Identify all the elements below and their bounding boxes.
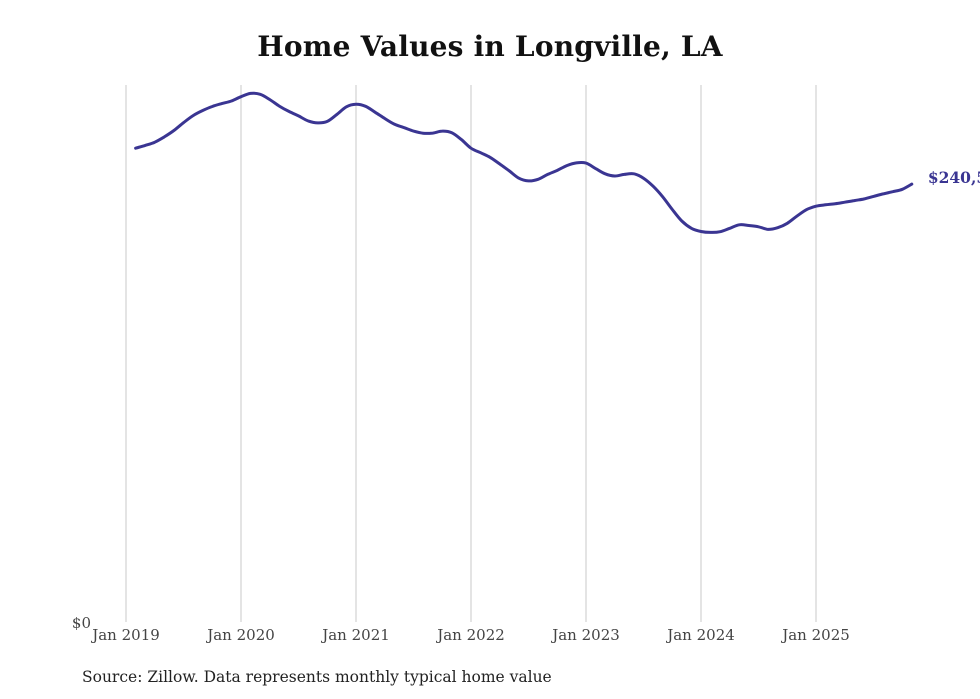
x-tick-label-2022: Jan 2022 (435, 626, 505, 644)
series-line-home-value (134, 91, 914, 234)
grid-lines (125, 85, 817, 622)
x-tick-label-2020: Jan 2020 (205, 626, 275, 644)
x-tick-label-2021: Jan 2021 (320, 626, 390, 644)
y-tick-label: $0 (72, 614, 91, 632)
source-note: Source: Zillow. Data represents monthly … (82, 668, 552, 686)
end-value-label: $240,571 (928, 168, 980, 187)
x-tick-label-2023: Jan 2023 (550, 626, 620, 644)
x-tick-label-2025: Jan 2025 (780, 626, 850, 644)
y-axis-tick-labels: $0 (72, 614, 91, 632)
x-tick-label-2019: Jan 2019 (90, 626, 160, 644)
chart-title: Home Values in Longville, LA (257, 30, 723, 63)
x-tick-label-2024: Jan 2024 (665, 626, 735, 644)
x-axis-tick-labels: Jan 2019 Jan 2020 Jan 2021 Jan 2022 Jan 2023… (90, 626, 850, 644)
